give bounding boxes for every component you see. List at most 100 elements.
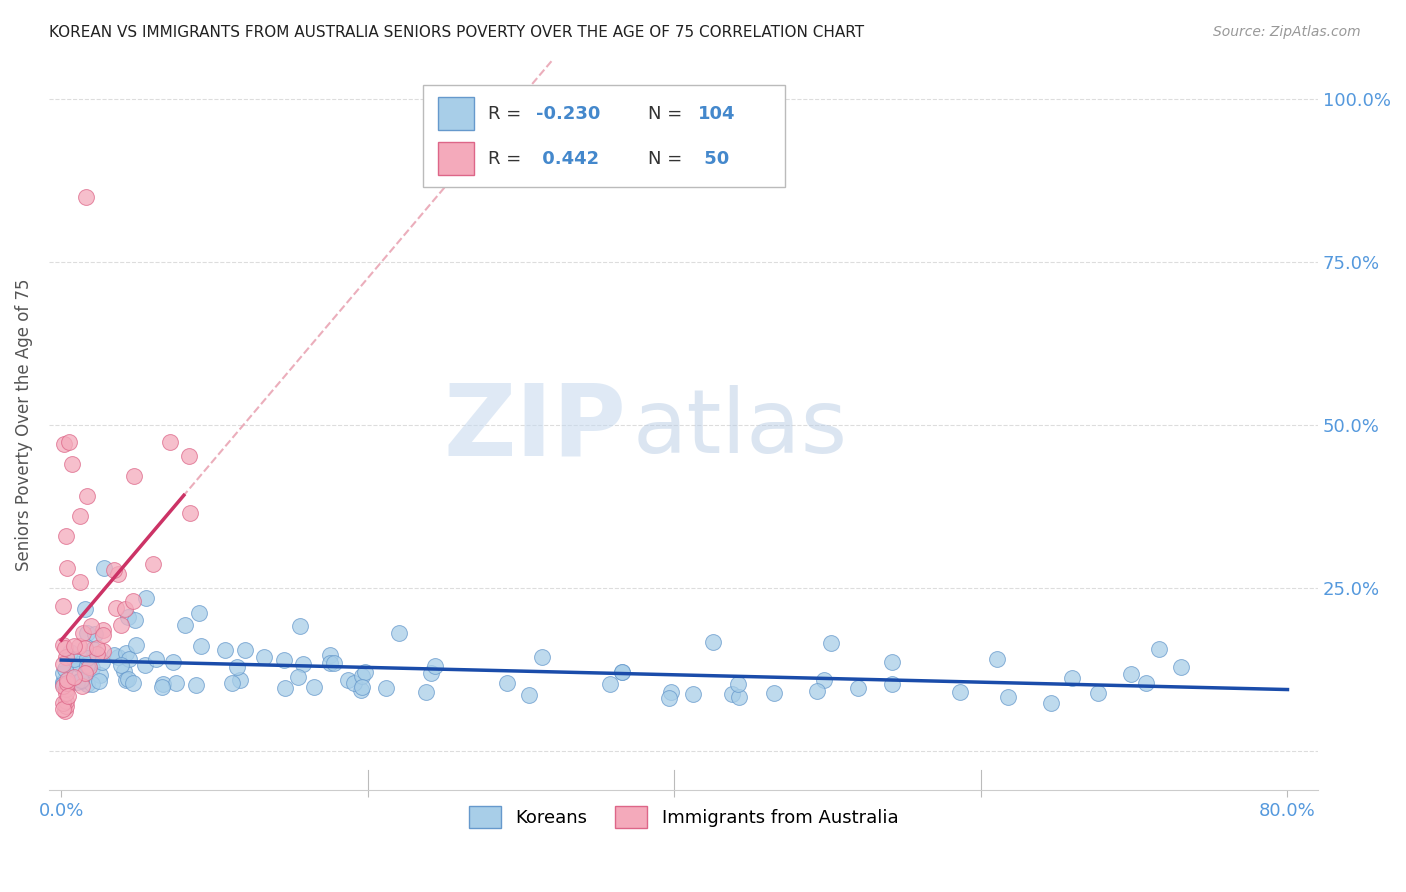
Point xyxy=(423,659,446,673)
Point xyxy=(659,685,682,699)
Point xyxy=(66,674,89,689)
Point xyxy=(349,682,371,697)
Point xyxy=(117,610,139,624)
Point xyxy=(107,650,129,665)
Point xyxy=(52,665,75,680)
Point xyxy=(288,619,311,633)
Point xyxy=(813,673,835,688)
Point xyxy=(60,457,83,471)
Point xyxy=(187,606,209,620)
Point xyxy=(165,675,187,690)
Point xyxy=(69,575,91,590)
Point xyxy=(63,669,86,683)
Point xyxy=(103,648,125,662)
Point xyxy=(59,644,82,658)
Point xyxy=(117,672,139,686)
Point xyxy=(53,437,76,451)
Point xyxy=(179,506,201,520)
Point xyxy=(162,655,184,669)
Point xyxy=(1087,686,1109,700)
Legend: Koreans, Immigrants from Australia: Koreans, Immigrants from Australia xyxy=(461,799,905,836)
Point xyxy=(115,673,138,688)
Text: atlas: atlas xyxy=(633,385,848,472)
Point xyxy=(79,660,101,674)
Point xyxy=(125,638,148,652)
Point xyxy=(110,618,132,632)
Point xyxy=(727,676,749,690)
Point xyxy=(75,189,97,203)
Point xyxy=(55,699,77,714)
Point xyxy=(720,686,742,700)
Point xyxy=(846,681,869,696)
Point xyxy=(949,684,972,698)
Point xyxy=(107,567,129,582)
Point xyxy=(70,673,93,687)
Point xyxy=(110,658,132,673)
Point xyxy=(1060,671,1083,685)
Point xyxy=(76,626,98,640)
Point xyxy=(80,677,103,691)
Point xyxy=(352,669,374,683)
Point xyxy=(184,678,207,692)
Point xyxy=(806,684,828,698)
Point xyxy=(52,657,75,671)
Point xyxy=(986,652,1008,666)
Point xyxy=(82,661,104,675)
Point xyxy=(52,679,75,693)
Point xyxy=(53,662,76,676)
Point xyxy=(114,602,136,616)
Text: ZIP: ZIP xyxy=(443,380,627,477)
Point xyxy=(343,676,366,690)
Point xyxy=(114,664,136,678)
Point xyxy=(124,613,146,627)
Point xyxy=(419,666,441,681)
Point xyxy=(114,646,136,660)
Point xyxy=(52,702,75,716)
Point xyxy=(93,561,115,575)
Point xyxy=(86,641,108,656)
Point xyxy=(55,682,77,697)
Point xyxy=(274,681,297,696)
Point xyxy=(173,618,195,632)
Point xyxy=(76,658,98,673)
Point xyxy=(763,686,786,700)
Point xyxy=(55,673,77,687)
Point xyxy=(388,625,411,640)
Point xyxy=(118,652,141,666)
Point xyxy=(273,653,295,667)
Point xyxy=(135,591,157,605)
Point xyxy=(253,650,276,665)
Point xyxy=(52,674,75,689)
Point xyxy=(52,677,75,691)
Point xyxy=(682,687,704,701)
Point xyxy=(190,639,212,653)
Point xyxy=(599,677,621,691)
Point xyxy=(70,679,93,693)
Point xyxy=(56,561,79,575)
Point xyxy=(880,655,903,669)
Point xyxy=(67,657,90,672)
Point xyxy=(1147,641,1170,656)
Point xyxy=(73,602,96,616)
Point xyxy=(997,690,1019,704)
Point xyxy=(67,639,90,653)
Point xyxy=(233,643,256,657)
Point xyxy=(319,648,342,662)
Point xyxy=(63,639,86,653)
Point xyxy=(53,704,76,718)
Point xyxy=(291,657,314,672)
Point xyxy=(322,656,344,670)
Point xyxy=(1039,696,1062,710)
Point xyxy=(353,665,375,679)
Point xyxy=(1170,659,1192,673)
Point xyxy=(159,435,181,450)
Point xyxy=(145,652,167,666)
Point xyxy=(152,677,174,691)
Point xyxy=(350,680,373,694)
Point xyxy=(89,673,111,688)
Point xyxy=(76,490,98,504)
Point xyxy=(73,665,96,680)
Point xyxy=(1135,675,1157,690)
Point xyxy=(287,670,309,684)
Point xyxy=(122,676,145,690)
